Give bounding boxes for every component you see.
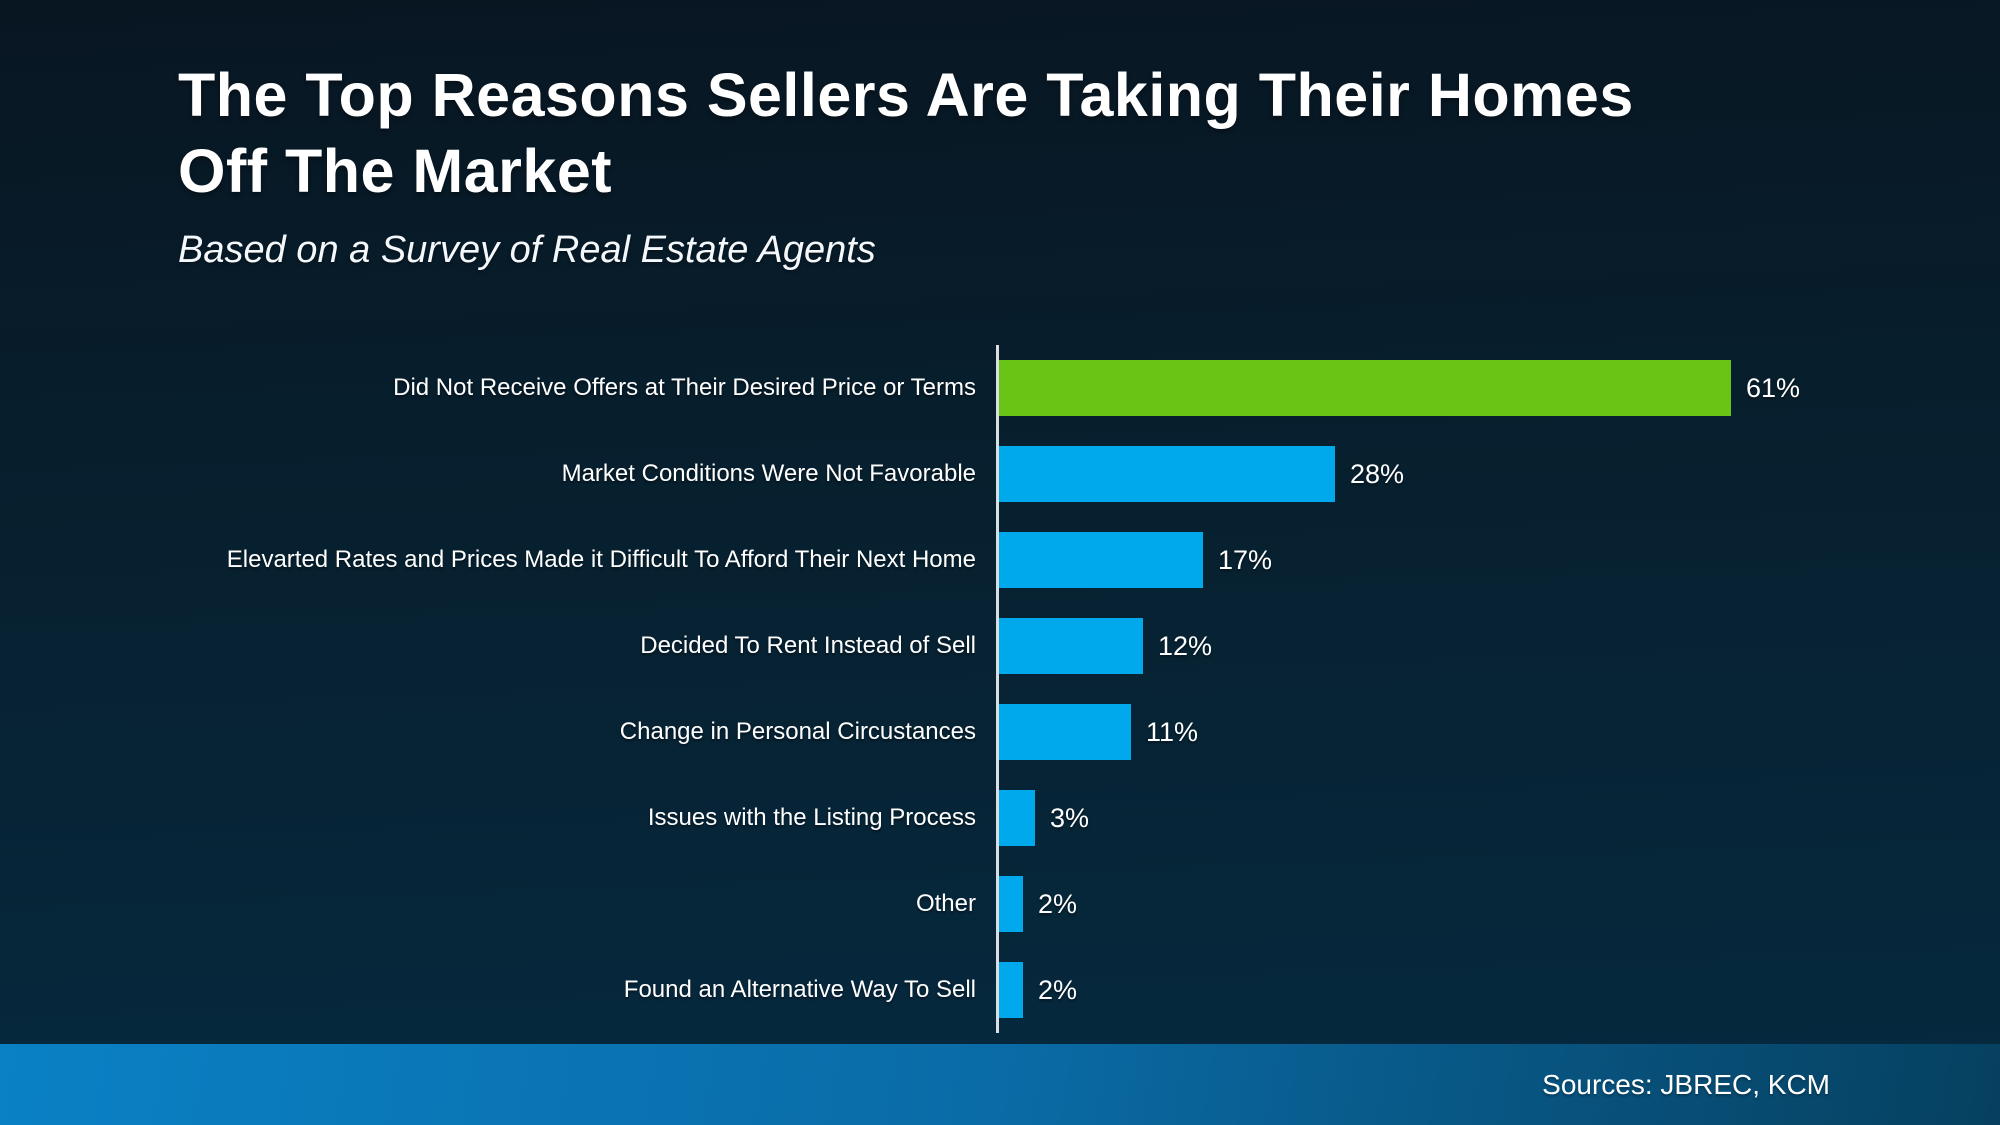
chart-row: Elevarted Rates and Prices Made it Diffi… xyxy=(0,517,2000,603)
bar xyxy=(999,360,1731,416)
bar xyxy=(999,446,1335,502)
page-title: The Top Reasons Sellers Are Taking Their… xyxy=(178,58,1818,209)
bar xyxy=(999,790,1035,846)
bar-cell: 2% xyxy=(996,861,2000,947)
bar-label: Did Not Receive Offers at Their Desired … xyxy=(393,374,976,401)
bar-cell: 3% xyxy=(996,775,2000,861)
page-subtitle: Based on a Survey of Real Estate Agents xyxy=(178,229,876,272)
chart-row: Market Conditions Were Not Favorable 28% xyxy=(0,431,2000,517)
bar-cell: 11% xyxy=(996,689,2000,775)
sources-text: Sources: JBREC, KCM xyxy=(1542,1068,1830,1100)
bar-label: Decided To Rent Instead of Sell xyxy=(640,632,976,659)
header: The Top Reasons Sellers Are Taking Their… xyxy=(178,58,1818,272)
bar-value: 11% xyxy=(1146,716,1199,747)
footer-bar: Sources: JBREC, KCM xyxy=(0,1044,2000,1125)
bar xyxy=(999,704,1131,760)
bar-value: 17% xyxy=(1218,544,1273,575)
bar-label: Issues with the Listing Process xyxy=(647,804,976,831)
bar-label: Found an Alternative Way To Sell xyxy=(623,976,976,1003)
bar-value: 2% xyxy=(1038,974,1078,1005)
bar-cell: 17% xyxy=(996,517,2000,603)
chart-row: Found an Alternative Way To Sell 2% xyxy=(0,947,2000,1033)
bar-cell: 2% xyxy=(996,947,2000,1033)
chart-row: Decided To Rent Instead of Sell 12% xyxy=(0,603,2000,689)
bar-label: Other xyxy=(915,890,976,917)
page-title-line2: Off The Market xyxy=(178,136,613,205)
chart-row: Issues with the Listing Process 3% xyxy=(0,775,2000,861)
bar-label: Elevarted Rates and Prices Made it Diffi… xyxy=(226,546,976,573)
bar-value: 12% xyxy=(1158,630,1213,661)
bar-value: 61% xyxy=(1746,372,1801,403)
bar-value: 28% xyxy=(1350,458,1405,489)
bar xyxy=(999,532,1203,588)
bar-label: Market Conditions Were Not Favorable xyxy=(561,460,976,487)
chart-row: Did Not Receive Offers at Their Desired … xyxy=(0,345,2000,431)
bar xyxy=(999,876,1023,932)
bar-cell: 61% xyxy=(996,345,2000,431)
page-title-line1: The Top Reasons Sellers Are Taking Their… xyxy=(178,61,1634,129)
chart-row: Other 2% xyxy=(0,861,2000,947)
bar-chart: Did Not Receive Offers at Their Desired … xyxy=(0,345,2000,1033)
chart-row: Change in Personal Circustances 11% xyxy=(0,689,2000,775)
bar-cell: 12% xyxy=(996,603,2000,689)
bar-value: 3% xyxy=(1050,802,1090,833)
bar xyxy=(999,962,1023,1018)
bar-cell: 28% xyxy=(996,431,2000,517)
bar xyxy=(999,618,1143,674)
bar-label: Change in Personal Circustances xyxy=(619,718,976,745)
bar-value: 2% xyxy=(1038,888,1078,919)
